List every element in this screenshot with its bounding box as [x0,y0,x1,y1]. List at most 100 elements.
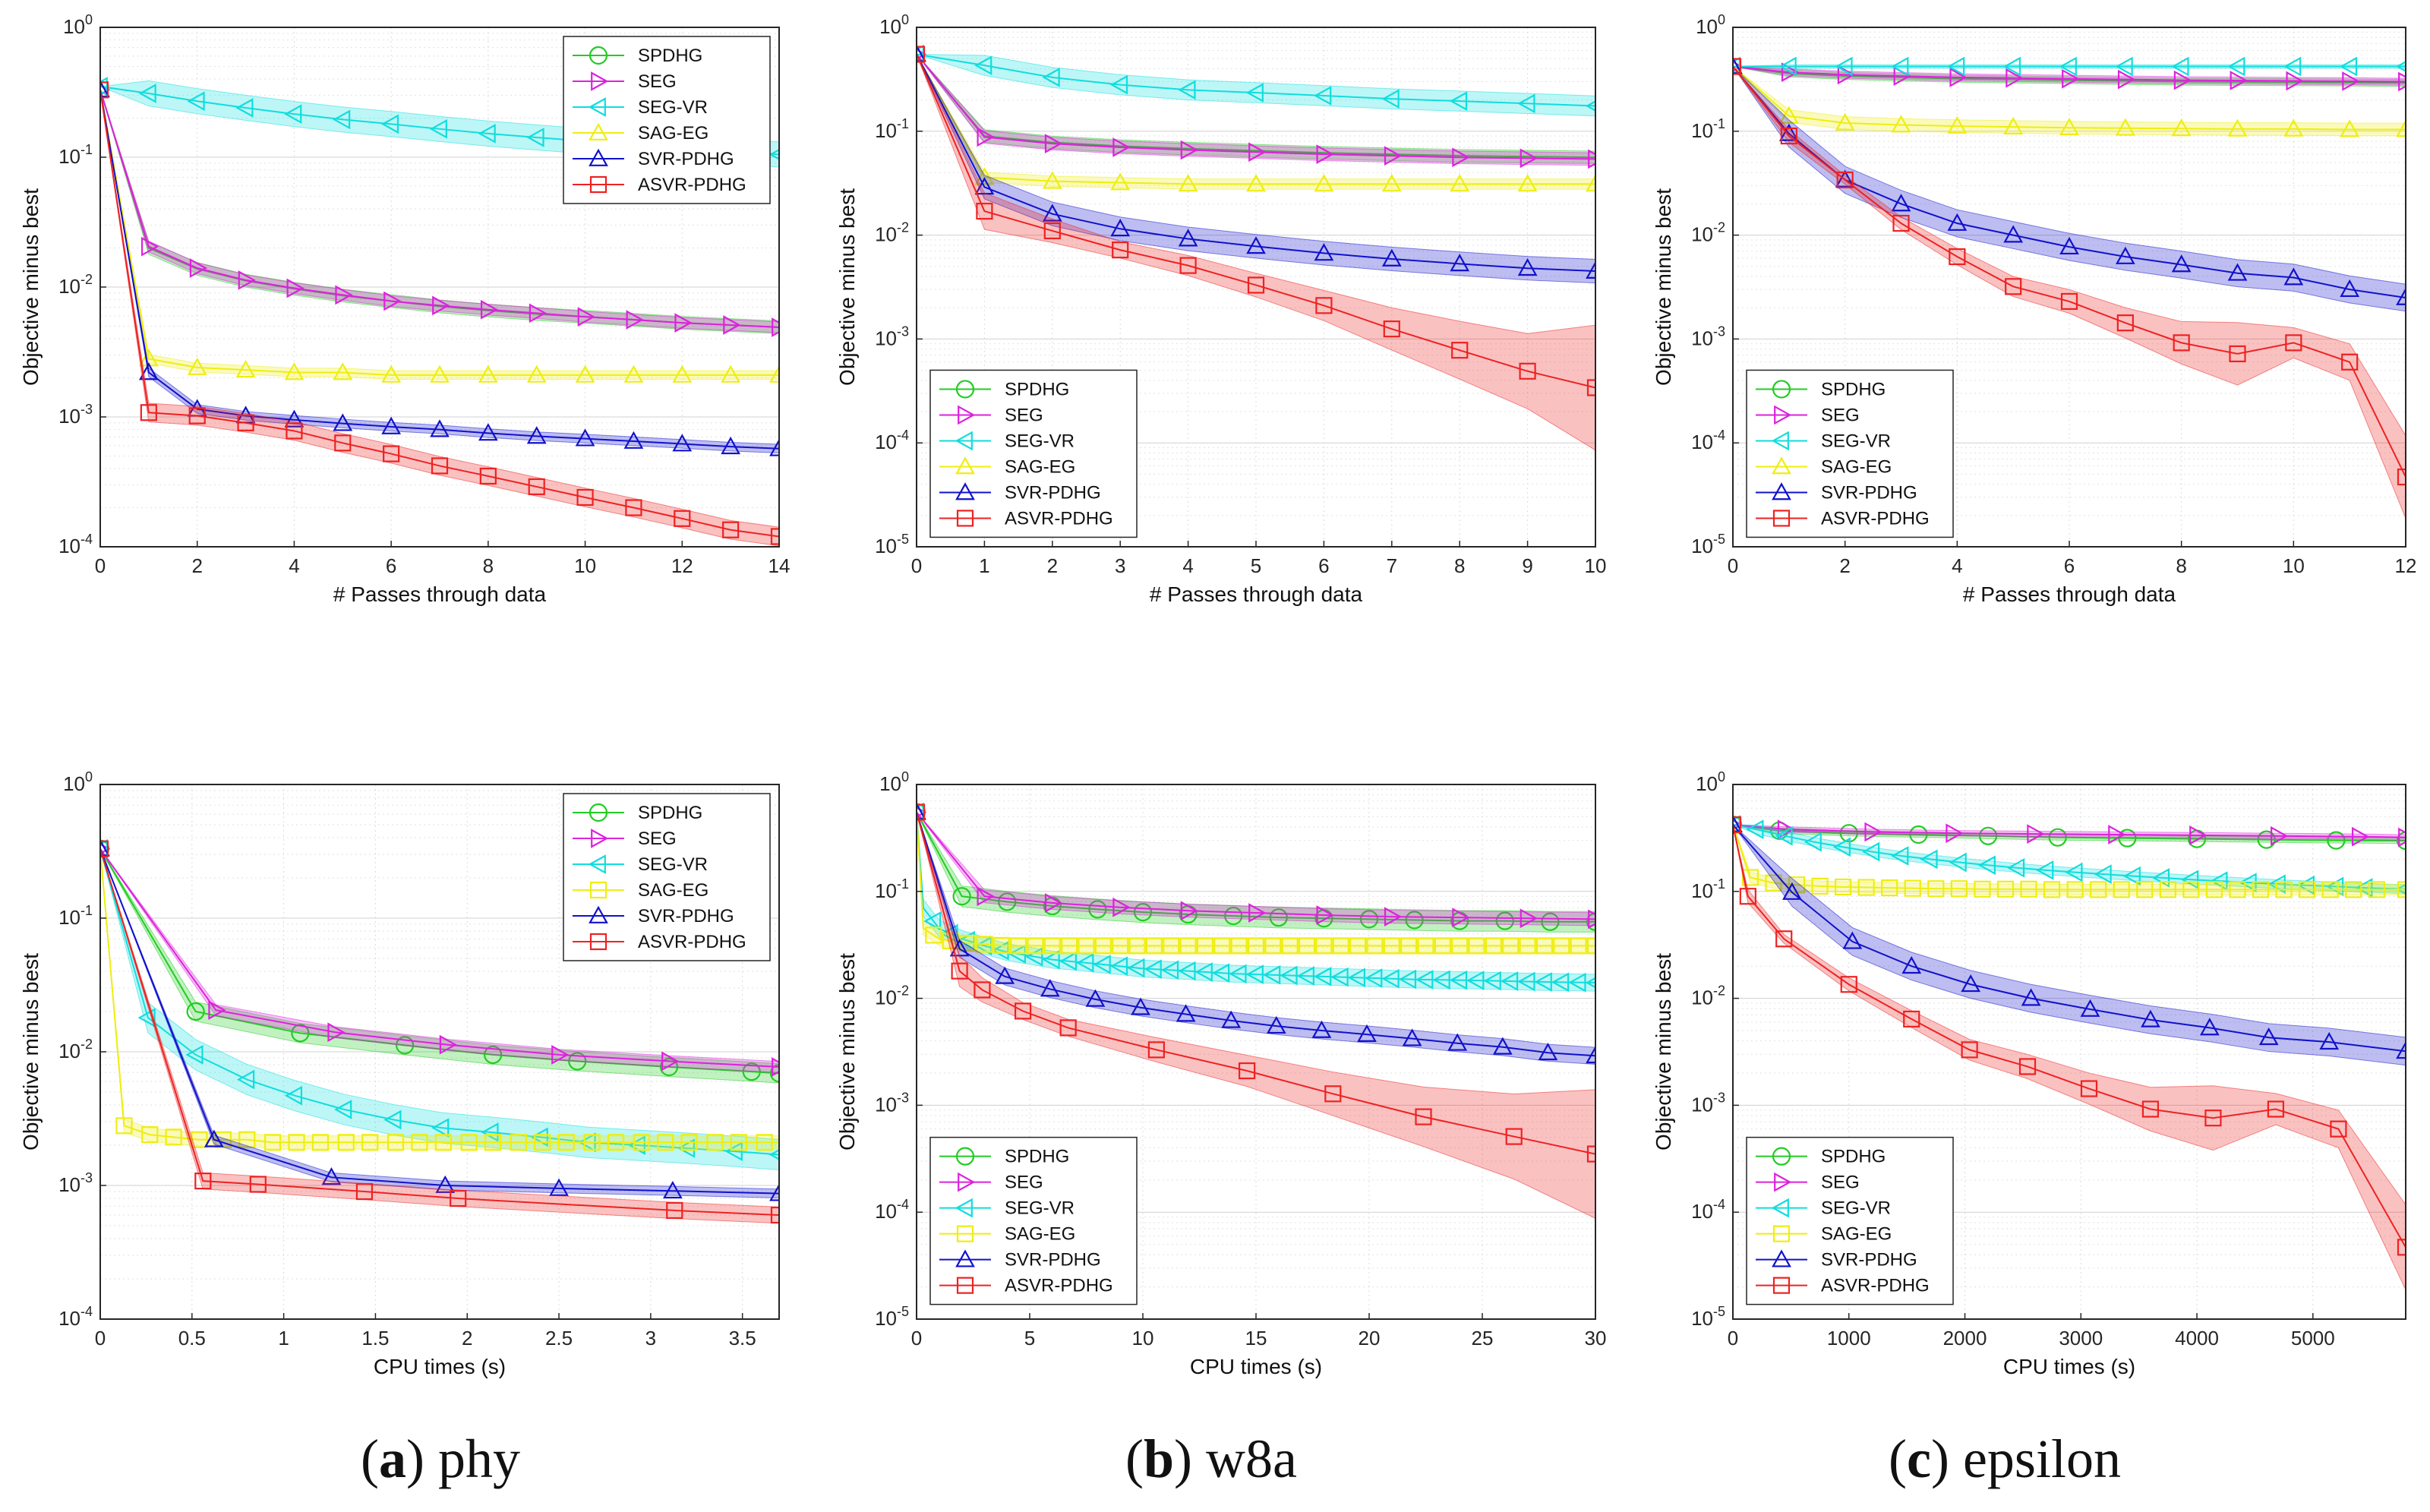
legend-item-seg: SEG [573,829,677,849]
legend-label: SVR-PDHG [638,149,734,169]
marker-sag-eg [1043,937,1061,955]
marker-svr-pdhg [478,423,498,441]
marker-seg-vr [1551,972,1570,993]
caption-a-name: phy [437,1428,520,1489]
y-tick-label: 10-3 [1691,324,1725,349]
marker-asvr-pdhg [479,467,497,485]
legend-label: SEG [1821,1173,1860,1193]
marker-asvr-pdhg [1415,1108,1432,1125]
marker-sag-eg [1947,115,1968,134]
marker-seg [1248,142,1267,163]
marker-seg-vr [1381,968,1400,989]
marker-seg-vr [2283,56,2302,77]
y-tick-label: 10-2 [875,983,909,1009]
legend-marker [1771,431,1789,451]
marker-asvr-pdhg [334,434,352,452]
marker-sag-eg [191,1131,208,1148]
marker-sag-eg [1468,937,1485,955]
band-asvr-pdhg [100,848,779,1224]
marker-sag-eg [623,365,644,383]
marker-sag-eg [288,1134,305,1151]
marker-sag-eg [993,936,1010,955]
line-asvr-pdhg [100,90,779,538]
legend-marker [591,71,609,91]
legend-item-svr-pdhg: SVR-PDHG [939,1249,1101,1271]
marker-seg [551,1045,570,1065]
marker-sag-eg [1381,174,1402,192]
marker-asvr-pdhg [1043,222,1061,240]
marker-sag-eg [1163,937,1180,955]
marker-sag-eg [1835,112,1855,131]
y-tick-label: 10-1 [1691,876,1725,902]
marker-seg [1316,905,1334,925]
marker-spdhg [1269,908,1288,927]
marker-sag-eg [2115,118,2135,136]
marker-asvr-pdhg [1324,1085,1342,1103]
marker-seg [1112,897,1131,917]
x-tick-label: 6 [1318,554,1329,577]
marker-sag-eg [2321,881,2339,898]
band-sag-eg [917,54,1595,190]
series-group [1733,56,2406,519]
legend: SPDHG SEG SEG-VR SAG-EG SVR-PDHG ASVR-PDHG [1746,1136,1954,1305]
marker-seg-vr [383,1110,402,1130]
marker-svr-pdhg [1492,1037,1513,1055]
legend-label: SEG [638,829,677,849]
marker-sag-eg [235,359,256,378]
marker-svr-pdhg [1782,882,1802,900]
marker-seg [1452,908,1470,928]
marker-sag-eg [1349,937,1367,955]
legend-label: SEG [1821,405,1860,425]
marker-seg-vr [235,98,254,118]
marker-seg-vr [333,109,351,130]
x-tick-label: 2.5 [545,1327,573,1349]
marker-sag-eg [633,1134,650,1151]
x-tick-label: 10 [2283,554,2305,577]
marker-asvr-pdhg [1903,1010,1920,1027]
x-tick-label: 5000 [2291,1327,2335,1349]
marker-asvr-pdhg [2267,1100,2285,1118]
marker-svr-pdhg [1447,1033,1468,1051]
marker-seg [1044,134,1063,153]
x-axis-label: CPU times (s) [374,1355,506,1378]
marker-seg-vr [1862,841,1880,862]
series-svr-pdhg [917,44,1595,284]
legend-label: SAG-EG [1005,1224,1075,1245]
marker-sag-eg [1314,174,1334,192]
series-seg-vr [1733,56,2406,77]
x-tick-label: 1000 [1827,1327,1871,1349]
marker-asvr-pdhg [1961,1041,1978,1059]
series-seg [100,84,779,337]
x-tick-label: 0 [911,1327,922,1349]
marker-seg-vr [1733,56,1740,77]
legend: SPDHG SEG SEG-VR SAG-EG SVR-PDHG ASVR-PDHG [563,793,771,961]
x-tick-label: 3.5 [729,1327,756,1349]
marker-sag-eg [2159,881,2176,898]
marker-asvr-pdhg [1836,171,1854,188]
marker-svr-pdhg [1266,1015,1286,1034]
marker-asvr-pdhg [1739,888,1756,905]
marker-sag-eg [2003,116,2024,135]
marker-sag-eg [534,1134,551,1151]
marker-sag-eg [1383,937,1400,955]
x-tick-label: 8 [2176,554,2186,577]
marker-seg-vr [1585,977,1595,989]
marker-sag-eg [2299,881,2316,898]
marker-svr-pdhg [284,409,305,428]
legend-item-sag-eg: SAG-EG [1756,1224,1892,1245]
line-sag-eg [917,54,1595,185]
y-tick-label: 10-4 [58,532,93,557]
marker-sag-eg [2275,881,2293,898]
marker-seg-vr [1746,819,1764,840]
marker-seg [2351,826,2370,847]
marker-sag-eg [730,1134,747,1151]
legend-item-seg-vr: SEG-VR [939,431,1075,451]
line-svr-pdhg [100,90,779,450]
marker-seg [1316,144,1334,165]
marker-seg-vr [2036,860,2054,880]
legend-marker [1771,1198,1789,1218]
marker-svr-pdhg [1040,979,1060,997]
marker-seg-vr [1949,852,1967,873]
x-tick-label: 14 [768,554,791,577]
x-tick-label: 3 [645,1327,656,1349]
